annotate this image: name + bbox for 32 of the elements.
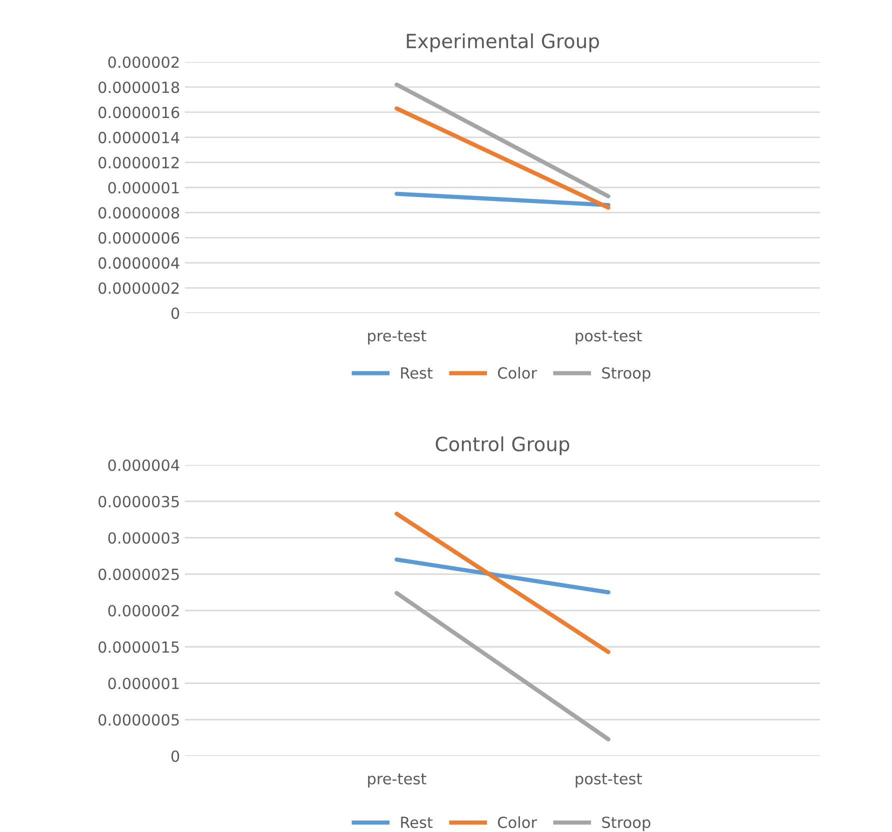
y-tick-label: 0.0000018 (98, 82, 180, 94)
y-tick-label: 0 (171, 307, 180, 320)
y-tick-label: 0.0000006 (98, 232, 180, 244)
y-tick-label: 0.0000008 (98, 207, 180, 219)
y-tick-label: 0.0000014 (98, 132, 180, 144)
y-tick-label: 0.000004 (108, 459, 180, 472)
y-tick-label: 0.000002 (108, 604, 179, 617)
x-tick-label: pre-test (368, 774, 426, 788)
legend-label: Stroop (602, 816, 650, 832)
y-tick-label: 0.000003 (108, 532, 179, 544)
x-tick-label: post-test (576, 774, 642, 788)
legend-label: Rest (401, 367, 433, 379)
y-tick-label: 0.000001 (108, 182, 179, 194)
y-tick-label: 0.0000035 (98, 496, 179, 508)
legend-label: Rest (401, 816, 433, 828)
y-tick-label: 0 (171, 750, 180, 762)
legend-label: Color (498, 366, 537, 379)
y-tick-label: 0.0000004 (98, 257, 180, 269)
y-tick-label: 0.0000016 (98, 106, 180, 118)
chart-title: Control Group (436, 436, 570, 456)
y-tick-label: 0.0000002 (98, 282, 179, 294)
y-tick-label: 0.0000025 (98, 568, 179, 580)
x-tick-label: pre-test (368, 330, 426, 344)
legend-label: Stroop (602, 367, 650, 382)
y-tick-label: 0.0000005 (98, 714, 179, 726)
y-tick-label: 0.000001 (108, 678, 179, 690)
y-tick-label: 0.0000015 (98, 641, 179, 653)
y-tick-label: 0.000002 (108, 56, 179, 68)
x-tick-label: post-test (576, 330, 642, 344)
chart-title: Experimental Group (406, 33, 599, 52)
y-tick-label: 0.0000012 (98, 156, 179, 168)
legend-label: Color (498, 816, 537, 828)
